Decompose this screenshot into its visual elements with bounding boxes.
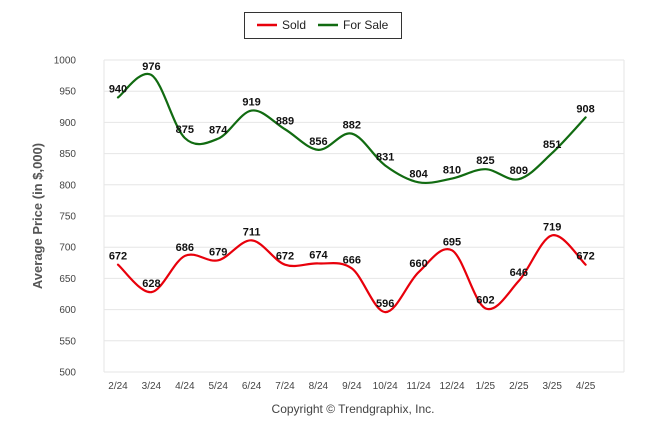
y-axis: 500 550 600 650 700 750 800 850 900 950 1000 — [54, 56, 77, 379]
data-label-for-sale: 809 — [510, 165, 528, 177]
series-line-for-sale — [116, 72, 587, 185]
y-axis-title: Average Price (in $,000) — [30, 143, 45, 289]
x-tick-label: 4/25 — [576, 381, 596, 392]
grid — [103, 59, 625, 373]
y-tick-label: 800 — [59, 180, 76, 191]
x-axis: 2/24 3/24 4/24 5/24 6/24 7/24 8/24 9/24 10/24 11/… — [108, 381, 596, 392]
y-tick-label: 1000 — [54, 56, 77, 67]
x-tick-label: 5/24 — [208, 381, 228, 392]
x-tick-label: 12/24 — [439, 381, 464, 392]
data-labels: 672 628 686 679 711 672 674 666 596 660 695 602 646 7… — [109, 61, 595, 310]
y-tick-label: 850 — [59, 149, 76, 160]
data-label-sold: 672 — [576, 251, 594, 263]
data-label-for-sale: 919 — [242, 97, 260, 109]
data-label-for-sale: 831 — [376, 151, 394, 163]
data-label-sold: 666 — [343, 254, 361, 266]
x-tick-label: 6/24 — [242, 381, 262, 392]
data-label-sold: 672 — [109, 251, 127, 263]
data-label-for-sale: 882 — [343, 120, 361, 132]
x-tick-label: 4/24 — [175, 381, 195, 392]
data-label-for-sale: 825 — [476, 155, 494, 167]
y-tick-label: 750 — [59, 212, 76, 223]
x-tick-label: 3/24 — [142, 381, 162, 392]
data-label-for-sale: 810 — [443, 165, 461, 177]
legend-label-sold: Sold — [282, 18, 306, 32]
y-tick-label: 900 — [59, 118, 76, 129]
data-label-for-sale: 851 — [543, 139, 561, 151]
data-label-sold: 695 — [443, 236, 461, 248]
legend: Sold For Sale — [244, 12, 402, 39]
copyright-text: Copyright © Trendgraphix, Inc. — [272, 402, 435, 416]
data-label-sold: 672 — [276, 251, 294, 263]
x-tick-label: 8/24 — [309, 381, 329, 392]
data-label-sold: 660 — [409, 258, 427, 270]
y-tick-label: 550 — [59, 336, 76, 347]
data-label-for-sale: 804 — [409, 168, 428, 180]
legend-label-for-sale: For Sale — [343, 18, 389, 32]
x-tick-label: 11/24 — [406, 381, 431, 392]
data-label-sold: 719 — [543, 221, 561, 233]
data-label-sold: 602 — [476, 294, 494, 306]
data-label-for-sale: 889 — [276, 115, 294, 127]
data-label-sold: 686 — [176, 242, 194, 254]
y-tick-label: 700 — [59, 243, 76, 254]
x-tick-label: 2/25 — [509, 381, 529, 392]
data-label-sold: 711 — [243, 226, 261, 238]
data-label-for-sale: 976 — [142, 61, 160, 73]
data-label-for-sale: 856 — [309, 136, 327, 148]
data-label-sold: 646 — [510, 267, 528, 279]
data-label-for-sale: 940 — [109, 83, 127, 95]
data-label-sold: 596 — [376, 298, 394, 310]
series-lines — [116, 72, 587, 314]
x-tick-label: 7/24 — [275, 381, 295, 392]
x-tick-label: 3/25 — [542, 381, 562, 392]
data-label-for-sale: 874 — [209, 125, 228, 137]
x-tick-label: 9/24 — [342, 381, 362, 392]
x-tick-label: 1/25 — [476, 381, 496, 392]
data-label-sold: 628 — [142, 278, 160, 290]
x-tick-label: 2/24 — [108, 381, 128, 392]
y-tick-label: 650 — [59, 274, 76, 285]
y-tick-label: 500 — [59, 368, 76, 379]
y-tick-label: 950 — [59, 87, 76, 98]
data-label-sold: 674 — [309, 249, 328, 261]
series-line-sold — [116, 234, 587, 314]
data-label-sold: 679 — [209, 246, 227, 258]
x-tick-label: 10/24 — [373, 381, 398, 392]
data-label-for-sale: 908 — [576, 103, 594, 115]
data-label-for-sale: 875 — [176, 124, 194, 136]
y-tick-label: 600 — [59, 305, 76, 316]
